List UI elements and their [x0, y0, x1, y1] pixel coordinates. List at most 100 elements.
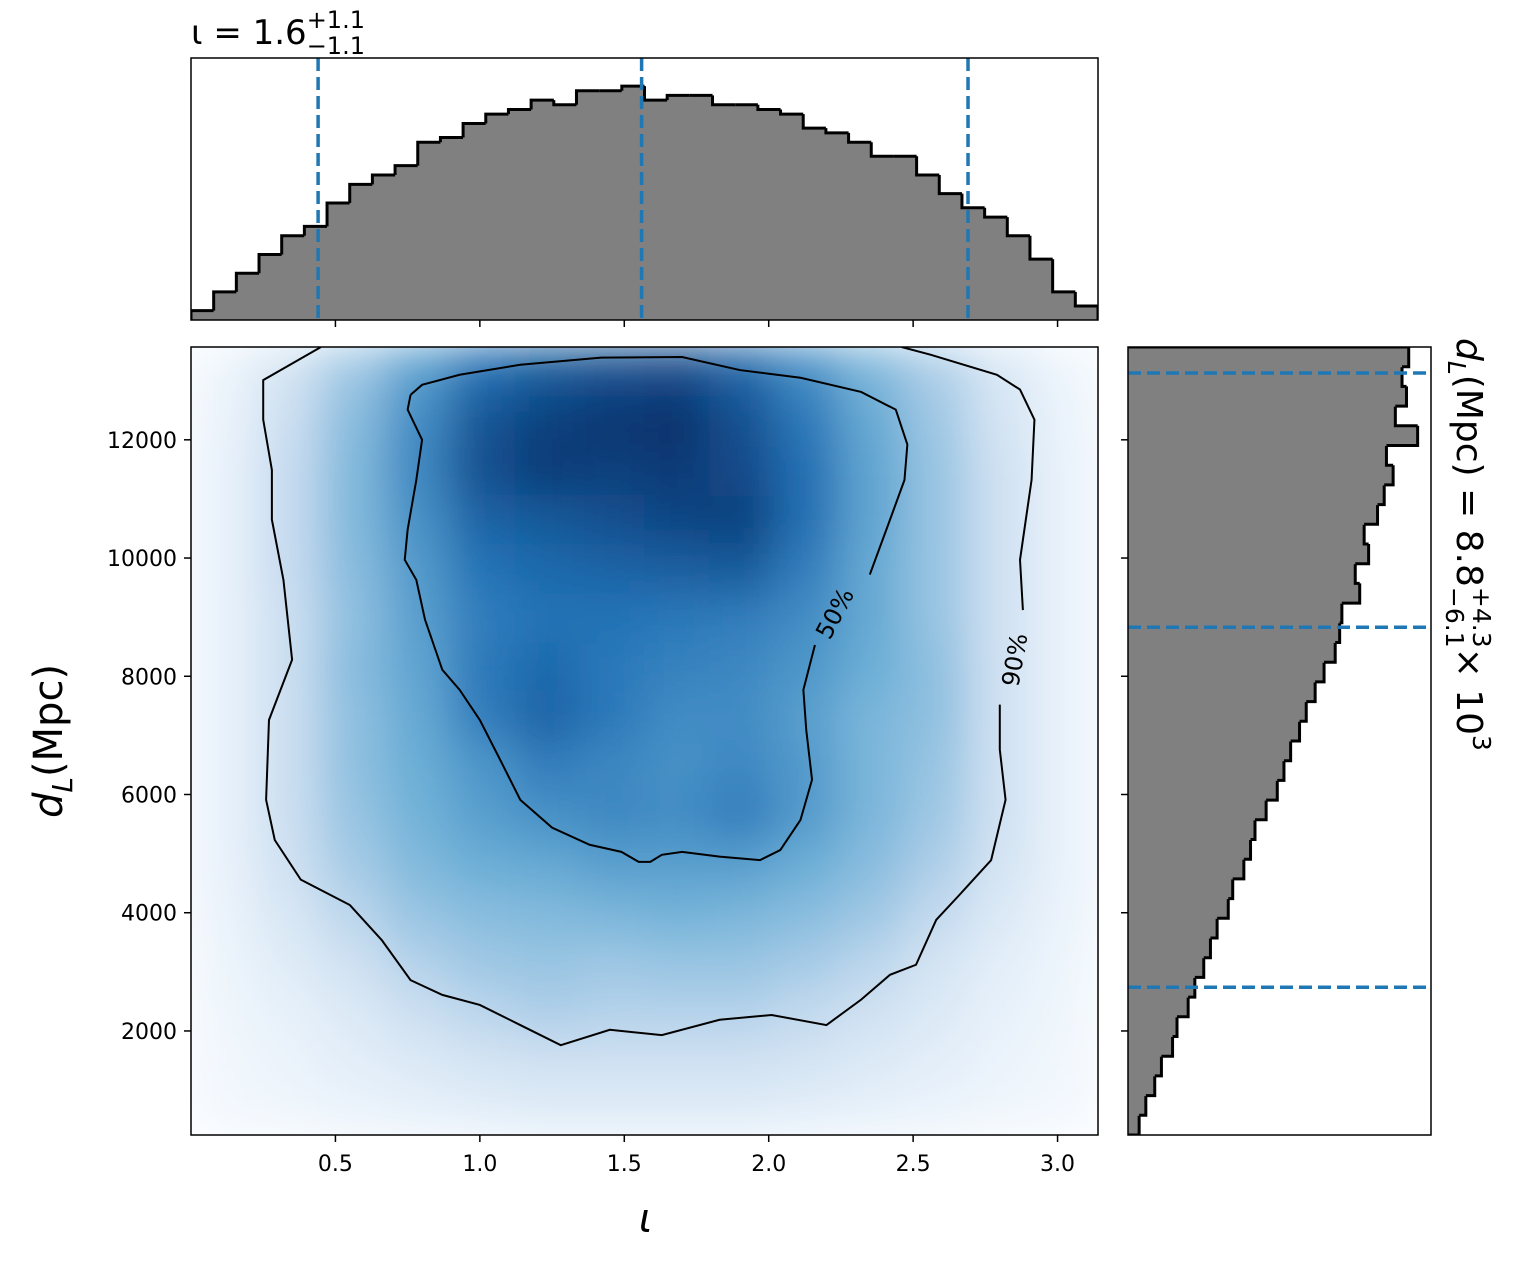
ylabel-rest: (Mpc) [26, 664, 72, 777]
heat-cell [773, 1085, 840, 1135]
hist-bar [1029, 259, 1054, 320]
heat-cell [449, 1036, 516, 1087]
heat-cell [1032, 494, 1098, 545]
label-symbol: d [1448, 338, 1489, 362]
heat-cell [320, 445, 386, 496]
y-tick-label: 8000 [121, 665, 177, 690]
heat-cell [449, 937, 516, 988]
hist-step [257, 253, 282, 274]
hist-bar [395, 165, 419, 320]
heat-cell [708, 494, 775, 545]
hist-bar [1128, 839, 1251, 860]
hist-step [847, 132, 872, 144]
heat-cell [514, 395, 581, 446]
hist-step [348, 182, 373, 204]
heat-cell [903, 642, 969, 693]
heat-cell [514, 1036, 581, 1087]
heat-cell [384, 937, 451, 988]
y-tick-label: 2000 [121, 1020, 177, 1045]
hist-step [1339, 603, 1344, 625]
hist-step [1377, 484, 1386, 507]
heat-cell [1032, 691, 1098, 742]
heat-cell [191, 395, 257, 446]
heat-cell [967, 789, 1034, 840]
heat-cell [838, 839, 905, 890]
heat-cell [1032, 839, 1098, 890]
heat-cell [255, 888, 322, 939]
hist-bar [667, 95, 691, 320]
heat-cell [191, 937, 257, 988]
side-label: dL (Mpc) = 8.8+4.3−6.1 × 103 [1440, 338, 1496, 751]
heat-cell [838, 937, 905, 988]
heat-cell [1032, 1085, 1098, 1135]
heat-cell [1032, 642, 1098, 693]
heat-cell [1032, 986, 1098, 1037]
heat-cell [384, 1085, 451, 1135]
hist-bar [757, 109, 782, 320]
heat-cell [838, 1085, 905, 1135]
heat-cell [708, 395, 775, 446]
heat-cell [255, 543, 322, 594]
heat-cell [255, 937, 322, 988]
hist-bar [213, 291, 237, 320]
heat-cell [320, 347, 386, 397]
hist-step [506, 107, 532, 115]
hist-bar [1128, 406, 1396, 427]
heat-cell [708, 789, 775, 840]
heat-cell [579, 592, 645, 643]
heat-cell [255, 1036, 322, 1087]
heat-cell [644, 592, 710, 643]
heat-cell [838, 888, 905, 939]
hist-bar [780, 114, 804, 320]
heat-cell [384, 789, 451, 840]
heat-cell [514, 740, 581, 791]
hist-bar [689, 95, 714, 320]
heat-cell [191, 445, 257, 496]
heat-cell [191, 642, 257, 693]
hist-step [574, 89, 600, 105]
hist-step [1254, 800, 1268, 822]
heat-cell [903, 543, 969, 594]
hist-step [529, 98, 554, 110]
hist-bar [1128, 760, 1284, 781]
heat-cell [320, 642, 386, 693]
hist-step [302, 224, 328, 236]
hist-step [234, 271, 260, 292]
hist-bar [1128, 603, 1342, 624]
hist-bar [871, 156, 895, 320]
heat-cell [514, 543, 581, 594]
hist-bar [1128, 524, 1365, 545]
hist-bar [259, 254, 283, 320]
hist-bar [1128, 918, 1218, 939]
contour-line [403, 356, 909, 863]
heat-cell [773, 642, 840, 693]
heat-cell [773, 494, 840, 545]
heat-cell [579, 789, 645, 840]
hist-step [552, 100, 577, 107]
heat-cell [191, 494, 257, 545]
heat-cell [384, 395, 451, 446]
hist-step [960, 193, 985, 210]
heat-cell [320, 592, 386, 643]
hist-bar [304, 226, 328, 320]
heat-cell [708, 347, 775, 397]
y-tick-label: 10000 [107, 547, 177, 572]
hist-step [416, 140, 441, 166]
hist-step [779, 109, 804, 116]
hist-bar [825, 132, 850, 320]
hist-step [801, 114, 826, 130]
hist-bar [1128, 425, 1418, 446]
x-axis-label: ι [639, 1196, 653, 1242]
hist-step [1364, 504, 1380, 526]
heat-cell [1032, 1036, 1098, 1087]
heat-cell [1032, 592, 1098, 643]
heat-cell [644, 691, 710, 742]
axes-frame [1127, 346, 1432, 1136]
hist-step [1384, 445, 1394, 467]
hist-bar [327, 203, 351, 320]
hist-step [1324, 642, 1337, 664]
hist-step [325, 201, 350, 227]
hist-bar [1128, 504, 1378, 525]
heat-cell [1032, 888, 1098, 939]
